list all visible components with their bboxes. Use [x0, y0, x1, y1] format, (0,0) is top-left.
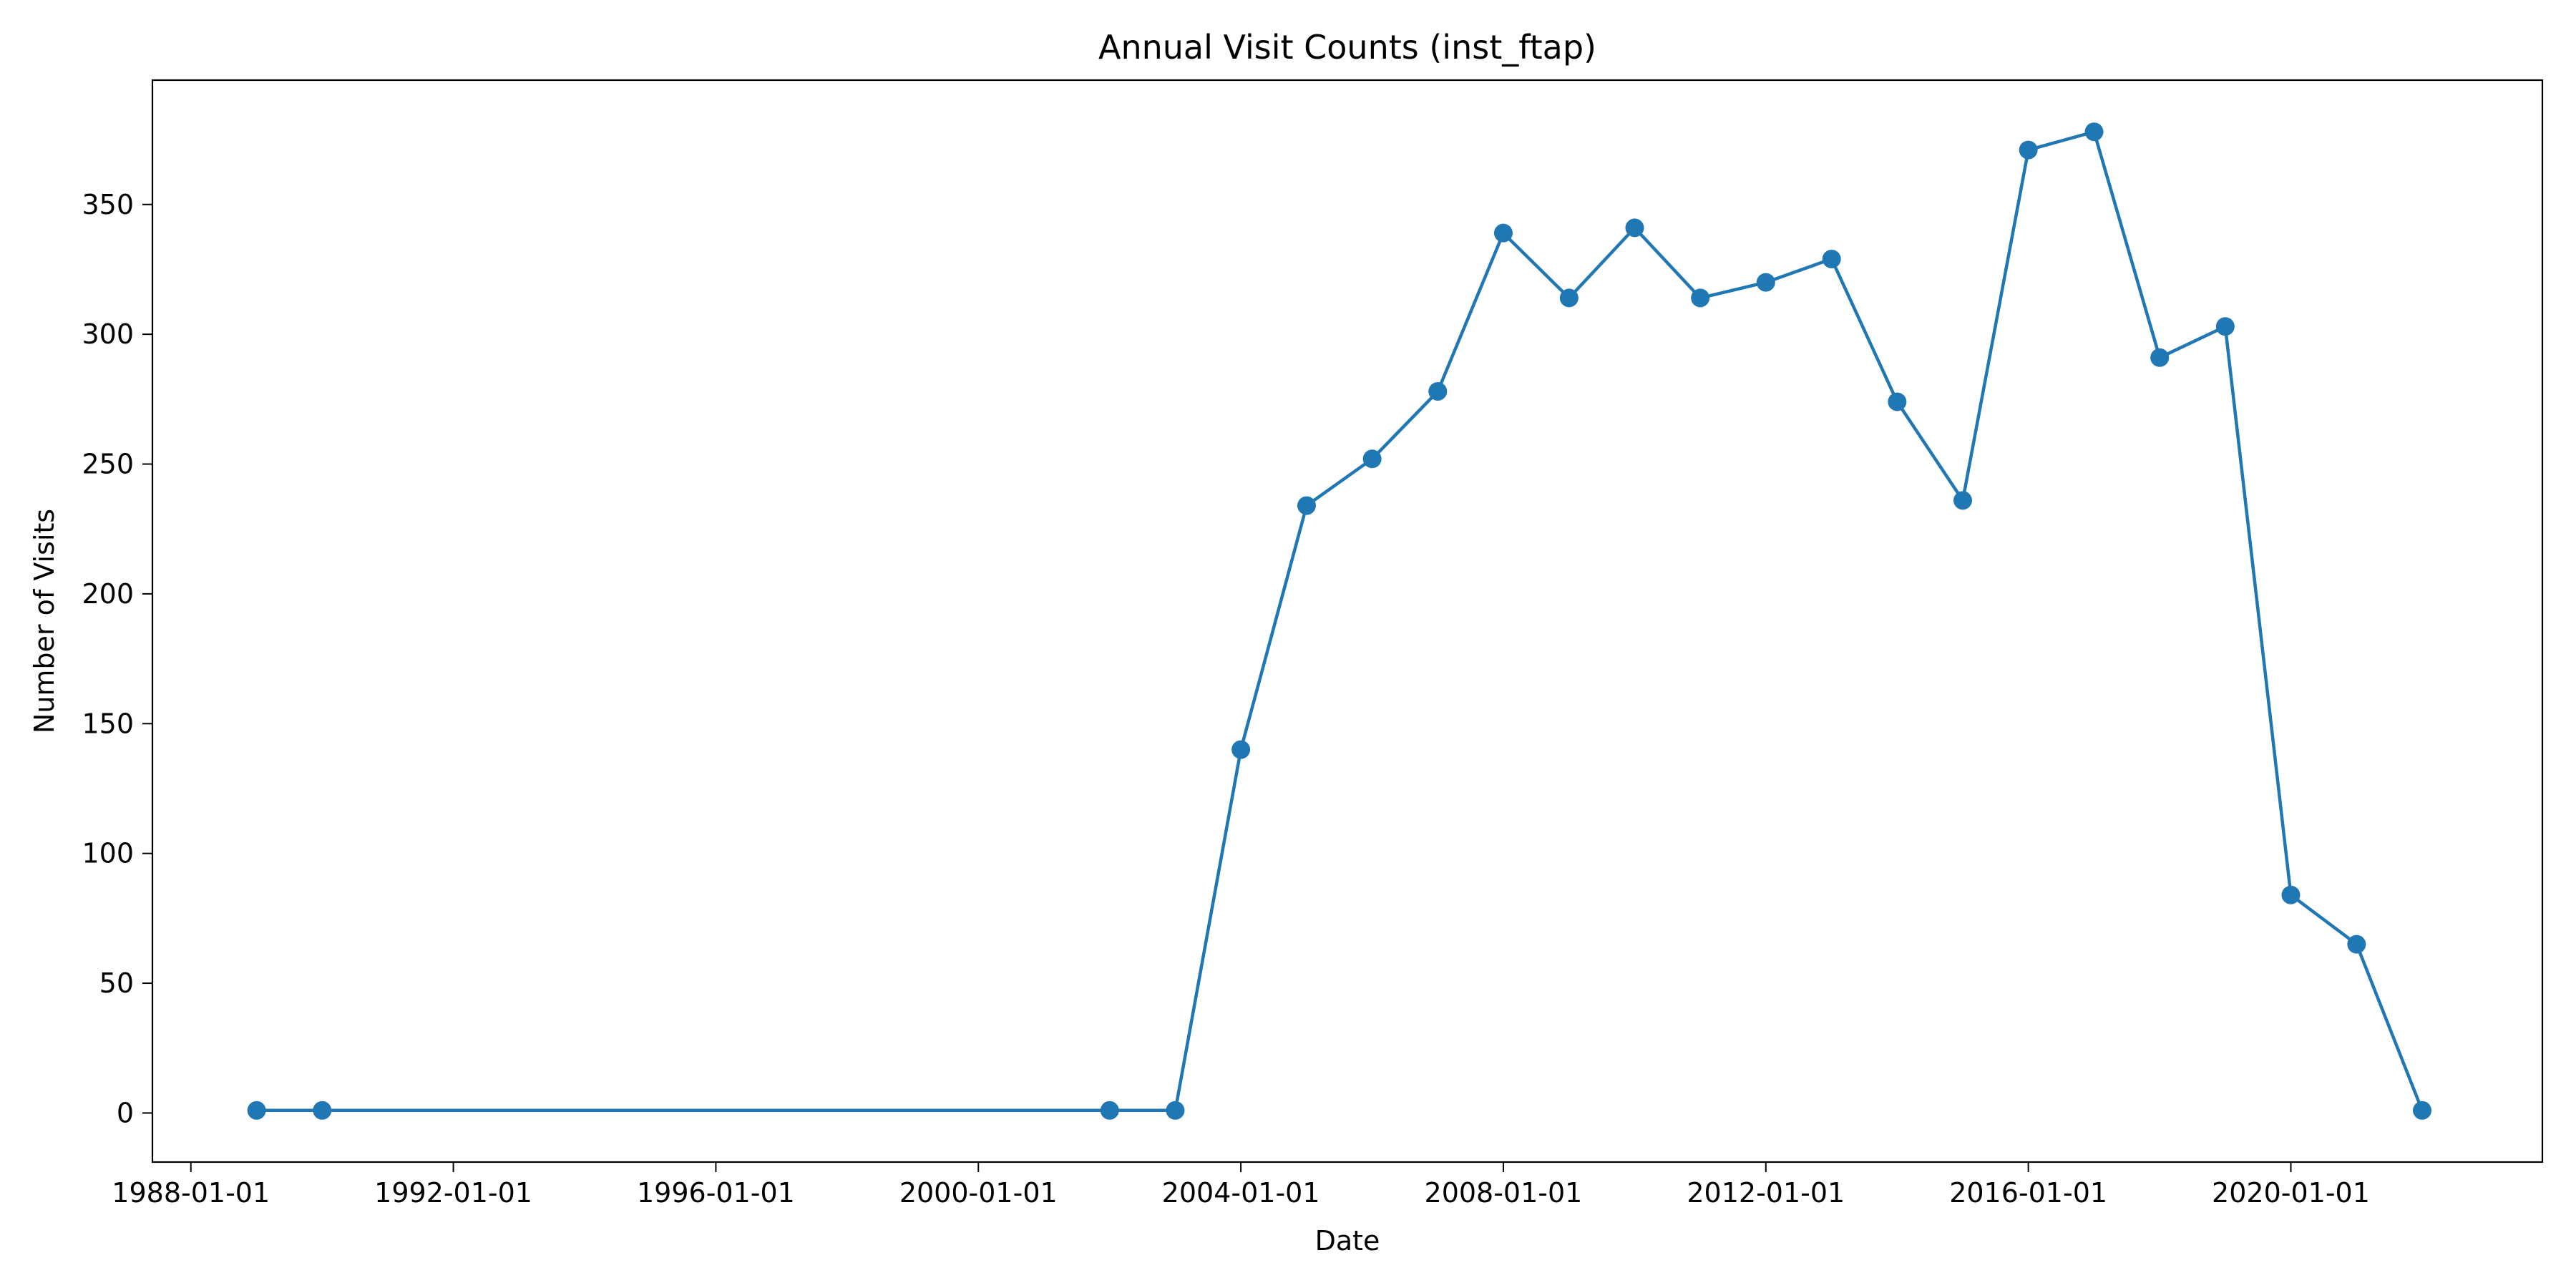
x-axis-label: Date [1315, 1225, 1380, 1257]
plot-area: 1988-01-01 1992-01-01 1996-01-01 2000-01-01… [82, 79, 2544, 1209]
x-tick-label: 2000-01-01 [899, 1177, 1058, 1209]
data-point [1756, 273, 1775, 292]
data-point [1559, 288, 1579, 308]
x-tick-label: 1992-01-01 [374, 1177, 532, 1209]
data-point [1166, 1101, 1185, 1120]
data-point [1625, 218, 1644, 238]
y-tick-label: 350 [82, 189, 134, 220]
x-tick-label: 1988-01-01 [112, 1177, 270, 1209]
y-tick-label: 100 [82, 838, 134, 869]
x-tick-label: 2012-01-01 [1687, 1177, 1845, 1209]
data-point [2150, 348, 2170, 367]
data-point [1493, 223, 1513, 243]
data-point [1297, 496, 1317, 515]
data-point [247, 1101, 266, 1120]
data-point [1231, 740, 1251, 759]
data-point [2347, 935, 2366, 954]
x-tick-label: 2008-01-01 [1425, 1177, 1583, 1209]
y-tick-label: 200 [82, 578, 134, 610]
y-tick-label: 150 [82, 708, 134, 739]
data-point [2215, 317, 2235, 336]
x-tick-label: 1996-01-01 [637, 1177, 795, 1209]
data-point [1428, 381, 1448, 401]
chart-title: Annual Visit Counts (inst_ftap) [1098, 28, 1596, 67]
plot-frame [151, 79, 2544, 1163]
data-point [2281, 885, 2301, 904]
data-point [1100, 1101, 1119, 1120]
data-point [1953, 491, 1972, 510]
data-point [313, 1101, 332, 1120]
data-point [2413, 1101, 2432, 1120]
data-point [1691, 288, 1710, 308]
data-point [1362, 449, 1382, 469]
data-point [1888, 392, 1907, 411]
y-tick-label: 50 [99, 967, 134, 999]
y-tick-label: 0 [117, 1097, 134, 1128]
data-point [1822, 249, 1841, 268]
y-axis-label: Number of Visits [29, 509, 60, 733]
x-tick-label: 2016-01-01 [1949, 1177, 2107, 1209]
x-tick-label: 2020-01-01 [2212, 1177, 2370, 1209]
data-point [2019, 140, 2038, 160]
y-tick-label: 250 [82, 449, 134, 480]
data-point [2084, 122, 2104, 142]
x-tick-label: 2004-01-01 [1162, 1177, 1320, 1209]
y-tick-label: 300 [82, 318, 134, 350]
